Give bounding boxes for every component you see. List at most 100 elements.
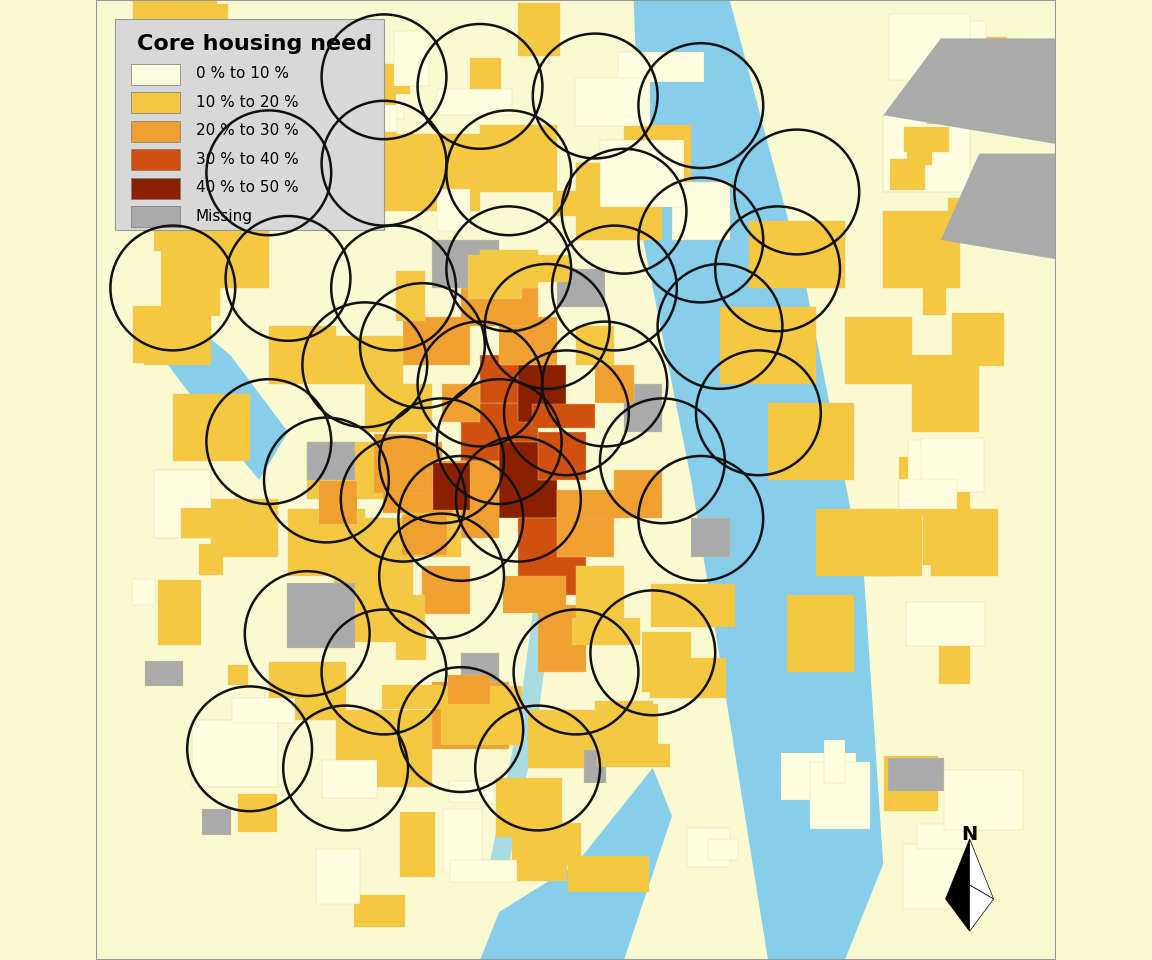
Bar: [596, 365, 634, 403]
Bar: [192, 230, 268, 288]
Bar: [864, 509, 922, 576]
Bar: [329, 84, 396, 145]
Bar: [945, 770, 1023, 830]
Bar: [423, 566, 470, 614]
Bar: [781, 753, 856, 800]
Bar: [825, 739, 844, 783]
Bar: [319, 481, 357, 524]
Bar: [912, 355, 979, 432]
Bar: [907, 136, 932, 165]
Bar: [493, 255, 569, 282]
Bar: [235, 184, 311, 219]
Bar: [948, 773, 970, 827]
Bar: [181, 508, 253, 539]
Bar: [432, 682, 509, 749]
Bar: [134, 306, 179, 363]
Bar: [211, 499, 279, 557]
Bar: [691, 518, 729, 557]
Bar: [480, 250, 538, 288]
Bar: [538, 432, 585, 480]
Bar: [884, 115, 970, 192]
Bar: [576, 566, 624, 624]
Bar: [749, 221, 844, 288]
Bar: [497, 779, 561, 837]
Bar: [308, 442, 384, 499]
Bar: [816, 509, 893, 576]
Bar: [336, 710, 432, 787]
Bar: [202, 808, 232, 835]
Bar: [365, 384, 432, 432]
Bar: [902, 844, 962, 909]
Bar: [395, 271, 425, 321]
Bar: [518, 518, 585, 595]
Bar: [923, 281, 946, 315]
Bar: [268, 326, 336, 384]
Bar: [174, 104, 204, 149]
Bar: [237, 794, 276, 832]
Bar: [544, 823, 581, 866]
Bar: [145, 661, 183, 686]
Bar: [317, 849, 361, 904]
Bar: [431, 141, 501, 175]
Bar: [687, 828, 730, 867]
Bar: [511, 832, 567, 881]
Polygon shape: [490, 576, 556, 864]
Bar: [448, 675, 490, 704]
Bar: [287, 583, 355, 648]
Bar: [931, 509, 999, 576]
Bar: [931, 36, 1007, 79]
Bar: [904, 127, 949, 152]
Bar: [810, 762, 870, 829]
Bar: [438, 189, 470, 231]
Bar: [905, 602, 985, 646]
Bar: [899, 479, 957, 510]
Bar: [288, 509, 365, 576]
Bar: [394, 31, 429, 85]
Bar: [650, 659, 726, 698]
Bar: [499, 317, 556, 365]
Bar: [192, 720, 279, 787]
Bar: [153, 470, 211, 538]
Bar: [600, 140, 683, 207]
Bar: [380, 595, 425, 621]
Bar: [321, 760, 377, 799]
Bar: [952, 313, 1005, 367]
Bar: [844, 317, 912, 384]
Bar: [158, 580, 200, 645]
Bar: [480, 125, 556, 192]
Bar: [374, 434, 427, 492]
Bar: [168, 133, 188, 185]
Bar: [461, 403, 538, 461]
Bar: [624, 384, 662, 432]
Bar: [381, 685, 441, 708]
Bar: [384, 134, 480, 211]
Bar: [499, 442, 556, 518]
Bar: [268, 662, 346, 720]
Bar: [441, 384, 480, 422]
Bar: [332, 106, 397, 132]
Bar: [720, 307, 816, 384]
Bar: [556, 490, 614, 557]
Bar: [444, 809, 482, 872]
Bar: [173, 394, 250, 461]
Bar: [584, 750, 606, 782]
Polygon shape: [153, 307, 288, 480]
Bar: [938, 21, 986, 69]
Bar: [578, 496, 658, 518]
Bar: [602, 704, 658, 762]
Bar: [920, 438, 984, 492]
Bar: [450, 860, 517, 882]
Polygon shape: [884, 38, 1056, 144]
Bar: [917, 824, 970, 849]
Bar: [403, 317, 470, 365]
Polygon shape: [480, 768, 672, 960]
Polygon shape: [634, 0, 884, 960]
Bar: [402, 516, 447, 555]
Bar: [575, 78, 650, 127]
Bar: [890, 159, 925, 190]
Bar: [908, 441, 927, 507]
Bar: [672, 182, 729, 240]
Bar: [651, 584, 735, 627]
Bar: [382, 470, 452, 514]
Bar: [228, 665, 248, 685]
